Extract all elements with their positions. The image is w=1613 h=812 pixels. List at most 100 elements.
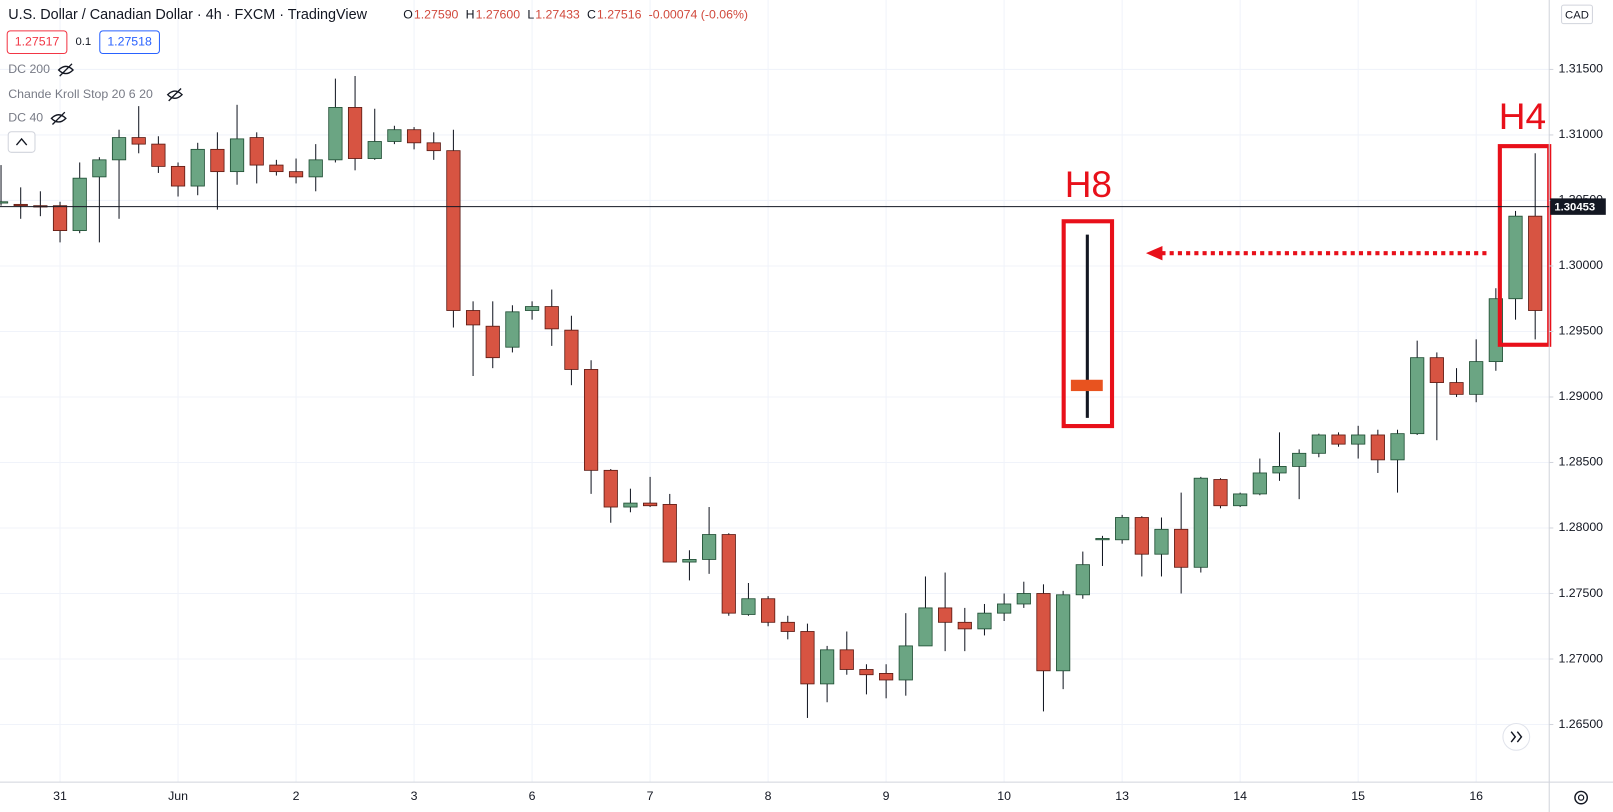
candle-body <box>131 137 146 145</box>
annotation: H8 <box>1065 163 1112 205</box>
candle-body <box>820 649 835 685</box>
candle-body <box>249 137 264 166</box>
x-tick-label: 9 <box>883 789 890 803</box>
candle-body <box>1056 594 1071 672</box>
candle-body <box>938 607 953 623</box>
x-tick-label: 2 <box>293 789 300 803</box>
y-tick-label: 1.26500 <box>1558 717 1603 731</box>
candle-body <box>288 171 304 178</box>
candle-body <box>544 306 559 330</box>
x-tick-label: 13 <box>1115 789 1129 803</box>
candle-body <box>957 621 972 630</box>
candle-body <box>702 534 717 560</box>
candle-body <box>1508 215 1523 300</box>
price-label-box <box>1550 198 1606 215</box>
candle-body <box>328 107 343 161</box>
candle-body <box>387 129 402 142</box>
candle-body <box>92 159 107 178</box>
candle-body <box>465 310 481 326</box>
y-tick-label: 1.31500 <box>1558 62 1603 76</box>
candle-body <box>1134 517 1149 555</box>
eye-icon[interactable] <box>166 88 184 102</box>
x-tick-label: 31 <box>53 789 67 803</box>
candle-body <box>780 621 795 632</box>
candle-body <box>347 107 363 159</box>
x-tick-label: Jun <box>168 789 188 803</box>
x-axis: 31 Jun 2 3 6 7 8 9 10 13 14 15 16 <box>53 789 1483 803</box>
scroll-button[interactable] <box>1502 722 1531 751</box>
spread: 0.1 <box>75 36 91 48</box>
candle-body <box>583 369 599 471</box>
gear-center <box>1577 794 1585 801</box>
gear[interactable] <box>1574 790 1589 805</box>
candle-body <box>1193 477 1208 568</box>
candle-body <box>741 598 756 615</box>
candle-body <box>997 603 1012 614</box>
buy-price[interactable]: 1.27518 <box>107 34 152 48</box>
candle-body <box>1233 493 1248 507</box>
candle-body <box>1115 517 1130 541</box>
ohlc-key: L <box>527 8 534 22</box>
candle-body <box>505 311 520 348</box>
ohlc-legend: O 1.27590 H 1.27600 L 1.27433 C 1.27516 -0.00074… <box>403 8 748 22</box>
y-tick-label: 1.27500 <box>1558 586 1603 600</box>
price-line-group: 1.30453 <box>0 198 1606 215</box>
y-tick-label: 1.31000 <box>1558 127 1603 141</box>
candle-body <box>1351 434 1366 445</box>
eye-icon[interactable] <box>57 63 74 77</box>
eye-icon[interactable] <box>50 111 67 126</box>
ohlc-key: C <box>587 8 596 22</box>
ohlc-value: 1.27600 <box>476 8 521 22</box>
eye-icons <box>50 63 184 126</box>
candle-body <box>446 150 461 311</box>
y-tick-label: 1.29500 <box>1558 324 1603 338</box>
candle-body <box>72 177 87 231</box>
indicator-label: DC 40 <box>8 111 43 125</box>
ohlc-key: O <box>403 8 413 22</box>
sell-button[interactable] <box>6 30 68 55</box>
y-tick-label: 1.27000 <box>1558 651 1603 665</box>
x-tick-label: 7 <box>647 789 654 803</box>
overlay: H8 H4 <box>1061 95 1552 429</box>
candle-body <box>1311 434 1326 454</box>
candle-body <box>603 469 618 508</box>
candle-body <box>151 143 166 167</box>
x-tick-label: 6 <box>529 789 536 803</box>
currency[interactable]: CAD <box>1565 9 1589 21</box>
candle-body <box>1429 357 1444 383</box>
candle-body <box>839 649 854 670</box>
collapse-button[interactable] <box>7 131 36 153</box>
candle-body <box>898 645 913 681</box>
currency-button[interactable] <box>1561 4 1593 25</box>
candle-body <box>1213 479 1228 507</box>
candle-body <box>1449 382 1464 395</box>
candle-body <box>0 201 9 204</box>
h8-box <box>1061 219 1115 429</box>
candle-body <box>1095 538 1110 541</box>
candle-body <box>426 142 441 152</box>
y-tick-label: 1.28000 <box>1558 520 1603 534</box>
candle-body <box>642 502 658 507</box>
y-axis: 1.26500 1.27000 1.27500 1.28000 1.28500 1.290… <box>1549 62 1603 731</box>
candle-body <box>210 148 225 173</box>
candle-body <box>761 598 776 623</box>
buy-button[interactable] <box>99 30 160 55</box>
candle-body <box>406 129 422 144</box>
candle-body <box>485 325 500 359</box>
candle-body <box>13 203 28 207</box>
ohlc-value: 1.27516 <box>597 8 642 22</box>
x-tick-label: 10 <box>997 789 1011 803</box>
settings-icon[interactable] <box>1574 790 1589 805</box>
x-tick-label: 8 <box>765 789 772 803</box>
candles <box>0 75 1543 718</box>
x-tick-label: 3 <box>411 789 418 803</box>
arrow-head <box>1145 245 1163 261</box>
y-tick-label: 1.29000 <box>1558 389 1603 403</box>
candle-body <box>1272 465 1287 474</box>
sell-price[interactable]: 1.27517 <box>15 34 60 48</box>
candle-body <box>682 559 697 563</box>
candle-body <box>859 669 874 676</box>
